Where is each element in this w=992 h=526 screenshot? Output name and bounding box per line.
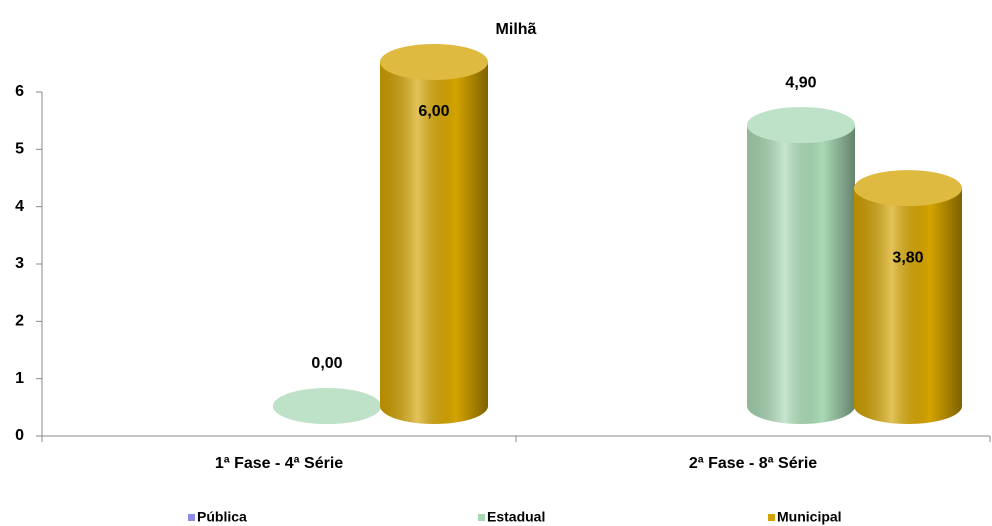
- y-tick-label: 2: [15, 313, 24, 330]
- y-tick-label: 0: [15, 427, 24, 444]
- bar: [273, 388, 381, 424]
- data-label: 6,00: [418, 103, 449, 120]
- legend-swatch: [768, 514, 775, 521]
- data-label: 4,90: [785, 74, 816, 91]
- x-tick-label: 2ª Fase - 8ª Série: [689, 455, 817, 472]
- y-tick-label: 4: [15, 198, 24, 215]
- legend-swatch: [478, 514, 485, 521]
- legend-label: Estadual: [487, 509, 545, 525]
- bar: [380, 44, 488, 424]
- y-tick-label: 6: [15, 83, 24, 100]
- bar: [747, 107, 855, 425]
- data-label: 0,00: [311, 355, 342, 372]
- legend-swatch: [188, 514, 195, 521]
- chart-title: Milhã: [496, 21, 537, 38]
- legend-label: Pública: [197, 509, 247, 525]
- legend-label: Municipal: [777, 509, 842, 525]
- y-tick-label: 1: [15, 370, 24, 387]
- y-tick-label: 5: [15, 141, 24, 158]
- bar: [854, 170, 962, 424]
- x-tick-label: 1ª Fase - 4ª Série: [215, 455, 343, 472]
- y-tick-label: 3: [15, 255, 24, 272]
- data-label: 3,80: [892, 249, 923, 266]
